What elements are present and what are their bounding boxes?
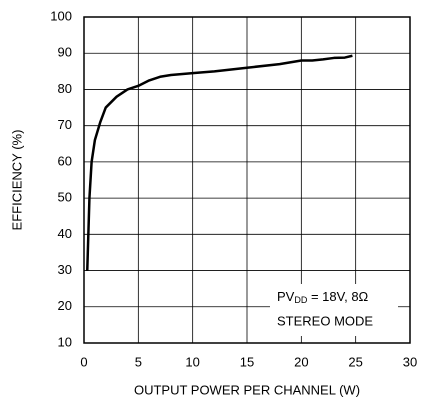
plot-frame (83, 16, 411, 344)
y-tick-label: 70 (58, 117, 72, 132)
x-tick-label: 10 (185, 354, 199, 369)
annotation: STEREO MODE (277, 313, 373, 328)
y-tick-label: 10 (58, 334, 72, 349)
y-tick-label: 20 (58, 298, 72, 313)
annotation-suffix: = 18V, 8Ω (307, 289, 368, 304)
y-tick-label: 80 (58, 81, 72, 96)
x-tick-label: 25 (348, 354, 362, 369)
x-tick-label: 30 (403, 354, 417, 369)
annotation-prefix: PV (277, 289, 295, 304)
y-axis-label: EFFICIENCY (%) (9, 130, 24, 231)
x-tick-label: 20 (294, 354, 308, 369)
data-line (86, 54, 353, 271)
x-tick-label: 5 (135, 354, 142, 369)
x-tick-label: 0 (80, 354, 87, 369)
y-tick-label: 50 (58, 190, 72, 205)
y-tick-label: 100 (50, 8, 72, 23)
x-tick-label: 15 (240, 354, 254, 369)
y-tick-label: 30 (58, 262, 72, 277)
annotation-box (270, 284, 398, 336)
x-axis-label: OUTPUT POWER PER CHANNEL (W) (134, 382, 360, 397)
y-tick-label: 40 (58, 226, 72, 241)
y-tick-label: 90 (58, 45, 72, 60)
annotation-subscript: DD (294, 295, 307, 305)
y-tick-label: 60 (58, 153, 72, 168)
annotation: PVDD = 18V, 8Ω (277, 289, 369, 305)
